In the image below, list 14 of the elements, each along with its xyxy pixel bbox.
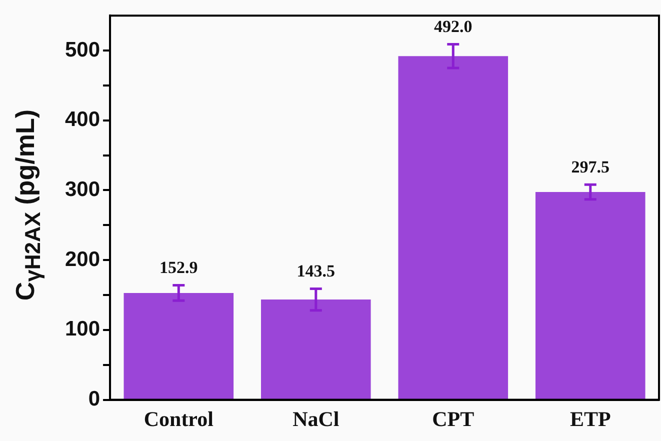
y-tick-label: 300	[64, 178, 100, 202]
y-tick-label: 200	[64, 248, 100, 271]
x-tick-label: ETP	[570, 406, 611, 431]
data-label: 152.9	[160, 258, 198, 278]
data-label: 492.0	[434, 17, 472, 36]
y-tick-label: 500	[64, 38, 100, 62]
x-tick-label: Control	[144, 406, 214, 431]
data-label: 143.5	[296, 262, 336, 281]
y-tick-label: 400	[64, 108, 100, 132]
data-label: 297.5	[571, 158, 610, 177]
x-tick-label: NaCl	[292, 406, 340, 431]
y-tick-label: 100	[64, 318, 100, 341]
x-tick-label: CPT	[432, 406, 474, 431]
y-tick-label: 0	[88, 388, 100, 411]
